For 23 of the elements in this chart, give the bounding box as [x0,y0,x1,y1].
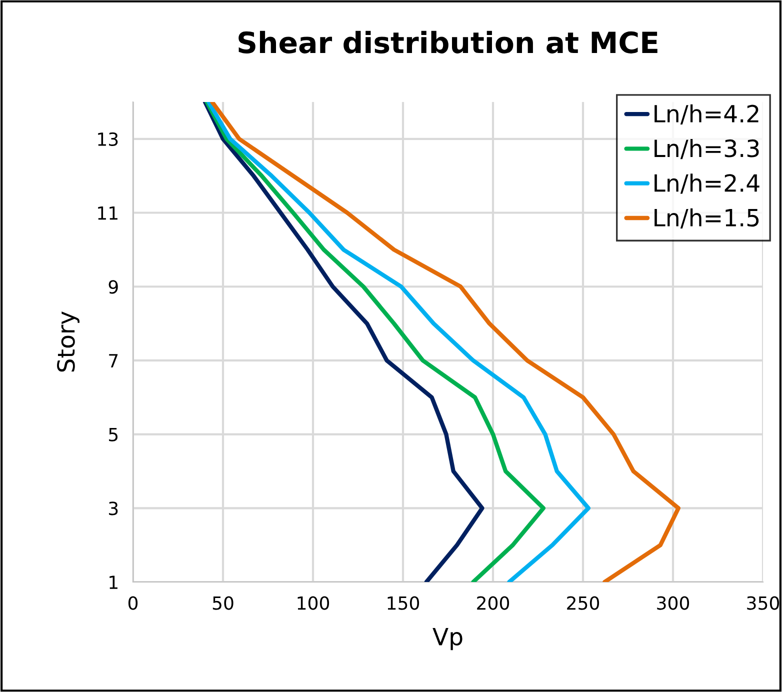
x-tick-label: 50 [212,596,234,610]
legend-label: Ln/h=4.2 [654,104,758,124]
y-tick-label: 3 [109,502,118,516]
y-tick-label: 5 [109,428,118,442]
x-tick-label: 250 [567,596,600,610]
y-tick-label: 1 [110,576,118,589]
legend-label: Ln/h=2.4 [654,174,760,194]
y-axis-title: Story [57,312,80,372]
x-tick-label: 0 [128,596,138,610]
legend-label: Ln/h=1.5 [654,208,759,228]
x-tick-label: 100 [298,596,330,610]
line-series [202,102,484,582]
y-tick-label: 13 [98,132,118,146]
x-tick-label: 150 [388,596,420,610]
chart-title: Shear distribution at MCE [238,30,658,54]
y-tick-label: 7 [109,354,118,368]
legend-label: Ln/h=3.3 [654,139,759,160]
x-tick-label: 350 [747,596,780,610]
y-tick-label: 11 [98,206,118,220]
x-tick-label: 200 [477,596,510,610]
y-tick-label: 9 [108,280,118,294]
x-axis-title: Vp [432,628,462,650]
x-tick-label: 300 [657,596,690,610]
